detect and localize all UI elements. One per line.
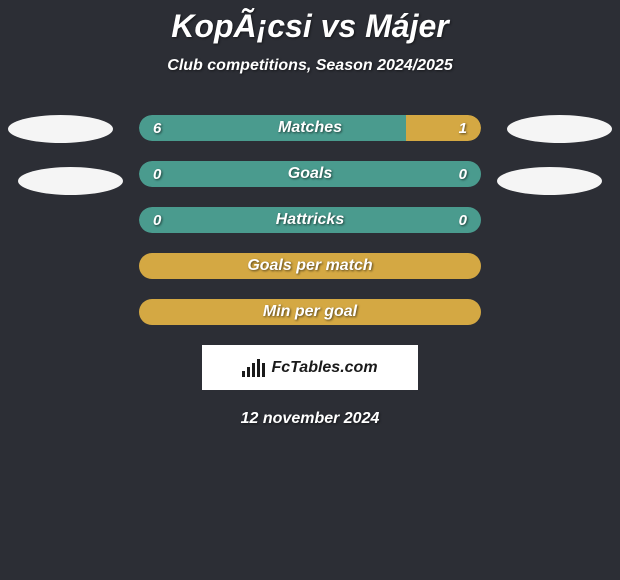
subtitle: Club competitions, Season 2024/2025: [0, 57, 620, 75]
avatar-placeholder: [497, 167, 602, 195]
stat-bar: 00Goals: [139, 161, 481, 187]
logo-bar-segment: [252, 363, 255, 377]
page-title: KopÃ¡csi vs Májer: [0, 8, 620, 45]
logo-bar-segment: [262, 363, 265, 377]
logo-bar-segment: [247, 367, 250, 377]
bar-chart-icon: [242, 359, 265, 377]
bar-label: Hattricks: [139, 207, 481, 233]
avatar-placeholder: [507, 115, 612, 143]
date-label: 12 november 2024: [0, 410, 620, 428]
stat-pill: Goals per match: [139, 253, 481, 279]
bar-label: Matches: [139, 115, 481, 141]
avatar-placeholder: [18, 167, 123, 195]
logo-bar-segment: [242, 371, 245, 377]
logo-bar-segment: [257, 359, 260, 377]
stats-area: 61Matches 00Goals 00Hattricks Goals per ma…: [0, 115, 620, 428]
logo-text: FcTables.com: [271, 359, 377, 377]
stat-pill: Min per goal: [139, 299, 481, 325]
bar-label: Goals: [139, 161, 481, 187]
stat-bar: 00Hattricks: [139, 207, 481, 233]
stat-bar: 61Matches: [139, 115, 481, 141]
stats-panel: KopÃ¡csi vs Májer Club competitions, Sea…: [0, 0, 620, 428]
avatar-placeholder: [8, 115, 113, 143]
logo-box: FcTables.com: [202, 345, 418, 390]
